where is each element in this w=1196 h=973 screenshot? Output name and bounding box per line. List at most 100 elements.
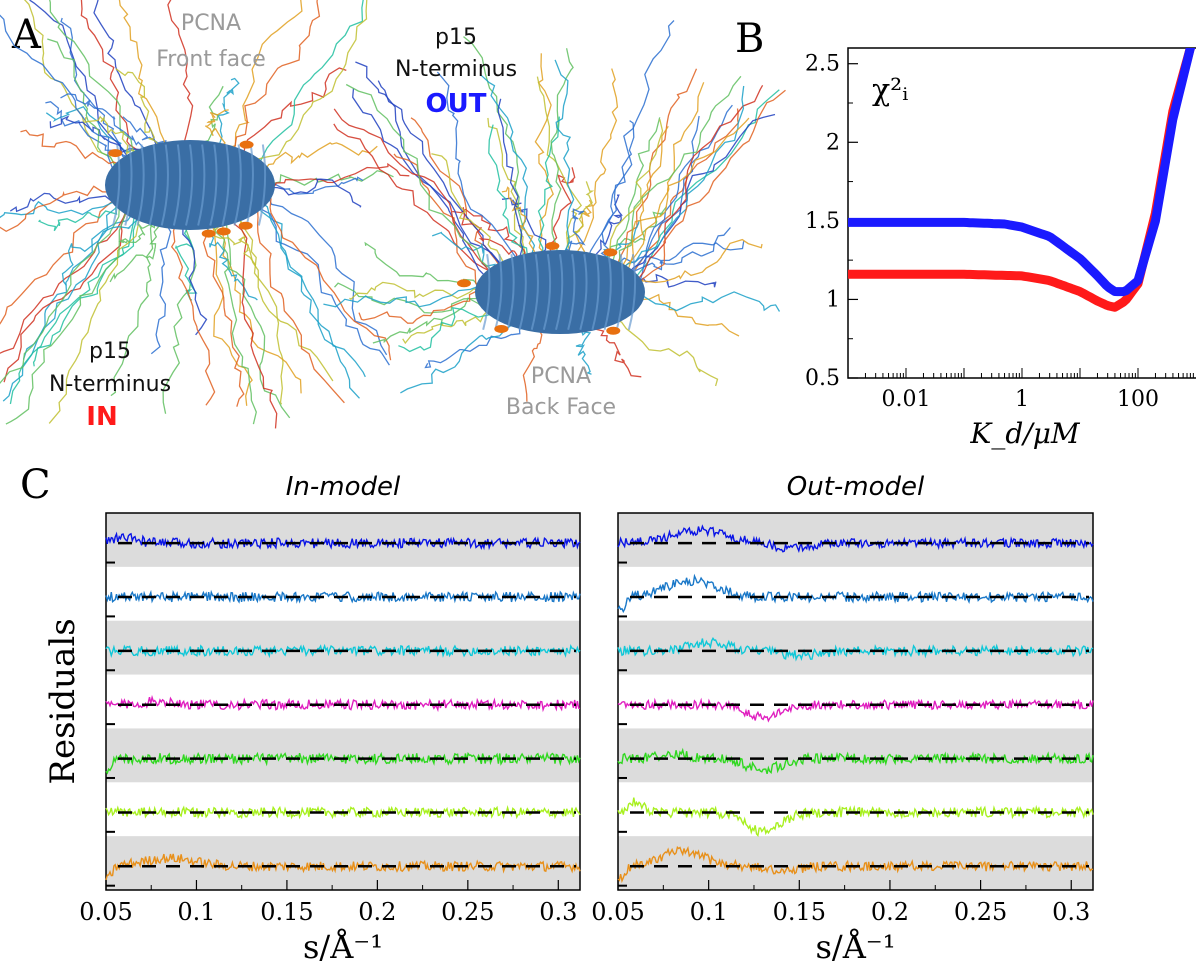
pcna-ring [475, 250, 645, 334]
beta-strand-shade [172, 144, 182, 226]
beta-strand-shade [627, 254, 637, 331]
residual-band [618, 836, 1093, 890]
chain-strand [209, 210, 257, 425]
panel-letter-a: A [11, 12, 42, 58]
beta-strand-shade [136, 144, 145, 226]
chain-strand [0, 181, 132, 384]
chain-strand [3, 195, 136, 383]
helix-marker [494, 324, 509, 333]
chain-strand [210, 209, 257, 266]
chain-strand [233, 201, 334, 382]
x-tick-label: 100 [1117, 387, 1159, 412]
beta-strand-shade [221, 144, 230, 226]
helix-marker [545, 241, 560, 250]
beta-strand-shade [591, 254, 600, 331]
chain-strand [614, 84, 764, 303]
in-tag: IN [86, 402, 117, 432]
y-tick-label: 2.5 [805, 52, 840, 77]
x-axis-label: s/Å⁻¹ [815, 928, 895, 966]
residual-series-line [617, 524, 1094, 553]
beta-strand-shade [245, 144, 254, 226]
beta-strand-shade [160, 144, 169, 226]
chain-strand [616, 238, 763, 286]
residual-band [618, 728, 1093, 783]
pcna-back-label-line1: PCNA [531, 364, 591, 389]
out-tag: OUT [426, 89, 487, 119]
residual-series-line [617, 636, 1094, 662]
pcna-ring [105, 140, 275, 230]
p15-in-label-line2: N-terminus [49, 372, 171, 397]
beta-strand-shade [615, 254, 624, 331]
panel-letter-c: C [20, 462, 51, 508]
chain-strand [225, 205, 291, 419]
y-axis-label: χ²ᵢ [872, 73, 908, 108]
residual-series-line [105, 853, 581, 881]
out-model-residuals-chart: 0.05 0.1 0.15 0.2 0.25 0.3 Out-model s/Å⁻¹ [591, 472, 1094, 966]
panel-letter-b: B [735, 16, 764, 62]
chain-strand [47, 38, 136, 196]
p15-in-label-line1: p15 [89, 339, 131, 364]
beta-strand-shade [518, 254, 527, 331]
x-tick-label: 0.3 [539, 898, 577, 926]
beta-strand-shade [185, 144, 194, 226]
x-axis-label: s/Å⁻¹ [303, 928, 383, 966]
chain-strand [0, 187, 132, 325]
chain-strand [333, 123, 503, 298]
chain-strand [242, 172, 345, 404]
residual-band [106, 513, 580, 567]
plot-frame [847, 47, 1196, 379]
residual-series-line [617, 697, 1094, 723]
x-tick-label: 0.1 [690, 898, 728, 926]
beta-strand-shade [197, 144, 206, 226]
x-tick-label: 0.25 [954, 898, 1007, 926]
panel-title: In-model [286, 472, 401, 502]
chain-strand [0, 14, 133, 191]
chain-strand [402, 298, 504, 345]
chain-strand [323, 286, 502, 308]
helix-marker [108, 149, 123, 158]
helix-marker [216, 227, 231, 236]
x-tick-label: 0.05 [591, 898, 644, 926]
y-tick-label: 1.5 [805, 209, 840, 234]
chain-strand [352, 88, 508, 304]
beta-strand-shade [482, 254, 491, 331]
panel-title: Out-model [787, 472, 925, 502]
residual-band [106, 836, 580, 890]
chain-strand [480, 74, 541, 269]
x-axis-label: K_d/μM [969, 417, 1080, 450]
beta-strand-shade [555, 254, 564, 331]
pcna-back-structure-image [323, 20, 786, 402]
residual-series-line [105, 531, 581, 551]
chain-strand [245, 175, 392, 361]
chain-strand [615, 75, 742, 284]
residual-series-line [105, 694, 581, 713]
chain-strand [118, 0, 176, 160]
chain-strand [550, 48, 574, 268]
x-tick-label: 0.2 [358, 898, 396, 926]
beta-strand-shade [148, 144, 157, 226]
chain-strand [618, 89, 786, 297]
chain-strand [225, 0, 321, 164]
chain-strand [9, 201, 145, 405]
beta-strand-shade [257, 144, 267, 226]
residual-band [618, 620, 1093, 675]
pcna-front-label-line1: PCNA [181, 11, 241, 36]
helix-marker [239, 140, 254, 149]
helix-marker [238, 221, 253, 230]
x-tick-label: 1 [1015, 387, 1029, 412]
series-line-out [848, 48, 1196, 297]
residual-band [106, 728, 580, 783]
pcna-ring-body [105, 140, 275, 230]
chain-strand [358, 286, 502, 324]
chain-strand [115, 68, 169, 161]
chain-strand [0, 197, 138, 354]
p15-out-label-line1: p15 [435, 25, 477, 50]
residual-series-line [105, 805, 581, 820]
chain-strand [614, 241, 745, 284]
residual-series-line [105, 643, 581, 659]
chain-strand [170, 211, 216, 406]
plot-frame [617, 512, 1094, 891]
chain-strand [5, 196, 138, 425]
chain-strand [0, 185, 134, 233]
